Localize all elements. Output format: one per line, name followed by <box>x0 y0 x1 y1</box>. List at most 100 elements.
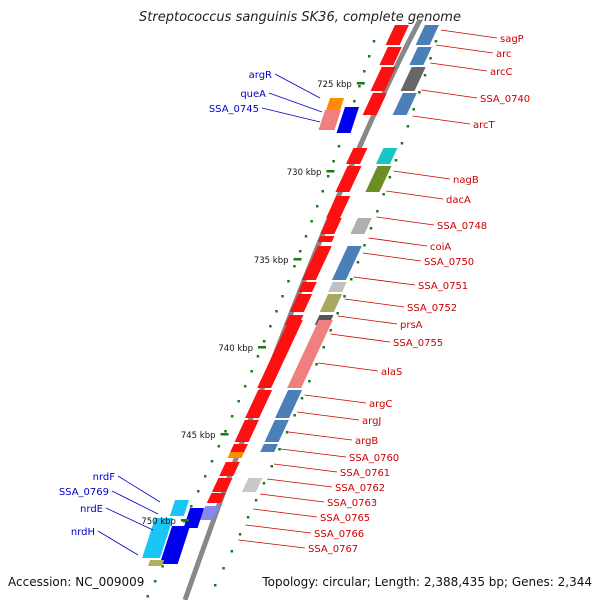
forward-gene-label: SSA_0745 <box>209 104 259 115</box>
reverse-gene-leader <box>436 44 494 54</box>
partner-gene-block <box>409 47 432 65</box>
forward-gene-block <box>142 518 174 558</box>
forward-gene-label: queA <box>240 89 266 100</box>
scale-dot <box>275 310 278 313</box>
reverse-gene-label: alaS <box>381 367 402 378</box>
reverse-gene-label: SSA_0767 <box>308 544 358 555</box>
scale-dot <box>281 295 284 298</box>
inner-scale-dot <box>382 193 385 196</box>
reverse-gene-label: prsA <box>400 320 423 331</box>
tick-mark <box>326 170 335 173</box>
reverse-gene-block <box>206 493 226 503</box>
inner-scale-dot <box>356 261 360 264</box>
partner-gene-block <box>241 478 263 492</box>
inner-scale-dot <box>369 227 373 230</box>
partner-gene-block <box>375 148 398 164</box>
reverse-gene-leader <box>288 431 353 441</box>
reverse-gene-block <box>234 420 259 442</box>
scale-dot <box>293 265 296 268</box>
inner-scale-dot <box>434 40 438 43</box>
scale-dot <box>190 505 193 508</box>
accession-text: Accession: NC_009009 <box>8 575 145 589</box>
reverse-gene-block <box>257 320 303 388</box>
scale-dot <box>310 220 313 223</box>
inner-scale-dot <box>270 465 274 468</box>
forward-gene-label: argR <box>249 70 272 81</box>
scale-dot <box>153 580 157 583</box>
forward-gene-label: SSA_0769 <box>59 487 109 498</box>
forward-gene-block <box>336 107 360 133</box>
inner-scale-dot <box>423 74 427 77</box>
reverse-gene-label: SSA_0766 <box>314 529 364 540</box>
feature-blocks <box>142 25 439 566</box>
reverse-gene-leader <box>344 298 405 308</box>
scale-dot <box>315 205 319 208</box>
reverse-gene-leader <box>260 493 325 503</box>
forward-gene-block <box>169 500 190 516</box>
tick-mark <box>258 346 267 349</box>
scale-dot <box>367 55 371 58</box>
scale-dot <box>203 475 207 478</box>
scale-dot <box>353 100 356 103</box>
tick-mark <box>220 433 229 436</box>
inner-scale-dot <box>230 550 234 553</box>
inner-scale-dot <box>300 397 304 400</box>
scale-dot <box>217 445 221 448</box>
reverse-gene-leader <box>393 170 451 180</box>
reverse-gene-block <box>379 47 402 65</box>
partner-gene-block <box>400 67 426 91</box>
inner-scale-dot <box>350 278 353 281</box>
reverse-gene-leader <box>245 524 312 534</box>
tick-label: 740 kbp <box>218 344 253 354</box>
forward-gene-leader <box>117 475 161 503</box>
reverse-gene-leader <box>238 539 306 549</box>
reverse-gene-label: SSA_0763 <box>327 498 377 509</box>
tick-label: 750 kbp <box>141 517 176 527</box>
gene-labels: sagP arc arcC SSA_0740 arcT nagB dacA SSA_0748c… <box>59 34 530 555</box>
inner-scale-dot <box>412 108 415 111</box>
scale-dot <box>372 40 376 43</box>
reverse-gene-leader <box>297 411 360 421</box>
reverse-gene-leader <box>337 315 398 325</box>
reverse-gene-leader <box>430 62 488 72</box>
reverse-gene-block <box>198 506 220 520</box>
forward-gene-leader <box>97 530 139 556</box>
reverse-gene-block <box>326 196 351 218</box>
scale-dot <box>197 490 200 493</box>
reverse-gene-block <box>245 390 273 418</box>
scale-dot <box>304 235 308 238</box>
scale-dot <box>210 460 214 463</box>
reverse-gene-label: SSA_0751 <box>418 281 468 292</box>
inner-scale-dot <box>429 57 432 60</box>
label-leaders <box>97 29 498 556</box>
forward-gene-block <box>159 526 191 564</box>
inner-scale-dot <box>406 125 410 128</box>
reverse-gene-label: coiA <box>430 242 451 253</box>
reverse-gene-block <box>370 67 396 91</box>
tick-mark <box>356 82 365 85</box>
reverse-gene-label: SSA_0748 <box>437 221 487 232</box>
forward-gene-leader <box>268 92 323 113</box>
partner-gene-block <box>331 246 362 280</box>
reverse-gene-leader <box>386 190 444 200</box>
reverse-gene-label: argJ <box>362 416 381 427</box>
reverse-gene-label: sagP <box>500 34 524 45</box>
reverse-gene-block <box>219 462 240 476</box>
inner-scale-dot <box>315 363 318 366</box>
reverse-gene-block <box>227 452 245 458</box>
reverse-gene-label: arcT <box>473 120 496 131</box>
scale-dot <box>250 370 253 373</box>
partner-gene-block <box>328 282 347 292</box>
reverse-gene-label: dacA <box>446 195 471 206</box>
inner-scale-dot <box>278 448 281 451</box>
scale-dot <box>230 415 234 418</box>
inner-scale-dot <box>336 312 339 315</box>
forward-gene-block <box>318 110 342 130</box>
reverse-gene-block <box>298 282 317 292</box>
forward-gene-leader <box>274 73 321 99</box>
scale-dot <box>287 280 290 283</box>
map-title: Streptococcus sanguinis SK36, complete g… <box>139 10 461 25</box>
partner-gene-block <box>319 294 343 312</box>
forward-gene-leader <box>261 107 321 123</box>
